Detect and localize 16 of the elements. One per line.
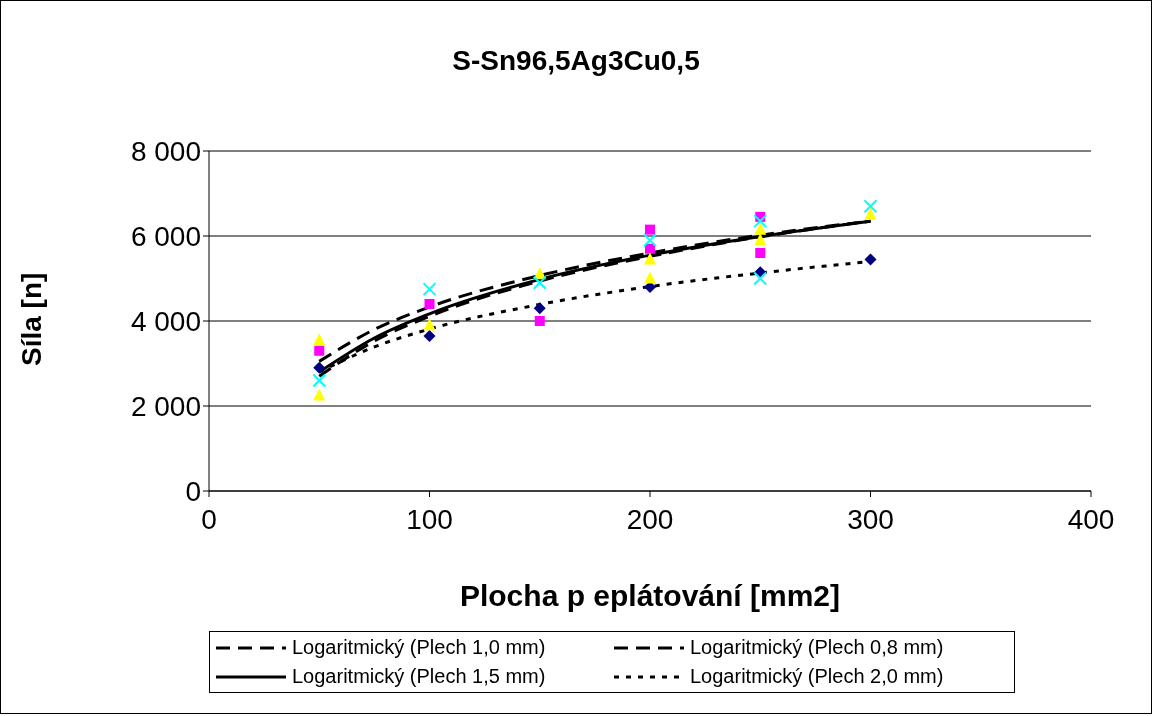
x-tick-label: 100 xyxy=(406,503,453,535)
legend-label: Logaritmický (Plech 1,0 mm) xyxy=(292,636,546,659)
legend-label: Logaritmický (Plech 2,0 mm) xyxy=(690,665,944,688)
x-axis-title: Plocha p eplátování [mm2] xyxy=(458,579,842,613)
y-tick-label: 6 000 xyxy=(130,220,201,252)
y-axis-title: Síla [n] xyxy=(15,272,47,366)
y-tick-label: 4 000 xyxy=(130,305,201,337)
x-tick-label: 300 xyxy=(847,503,894,535)
chart-title: S-Sn96,5Ag3Cu0,5 xyxy=(451,45,701,77)
y-tick-label: 2 000 xyxy=(130,390,201,422)
y-tick-label: 0 xyxy=(185,475,201,507)
x-tick-label: 400 xyxy=(1067,503,1115,535)
legend-label: Logaritmický (Plech 1,5 mm) xyxy=(292,665,546,688)
x-tick-label: 200 xyxy=(626,503,674,535)
y-tick-label: 8 000 xyxy=(130,135,201,167)
legend-label: Logaritmický (Plech 0,8 mm) xyxy=(690,636,944,659)
